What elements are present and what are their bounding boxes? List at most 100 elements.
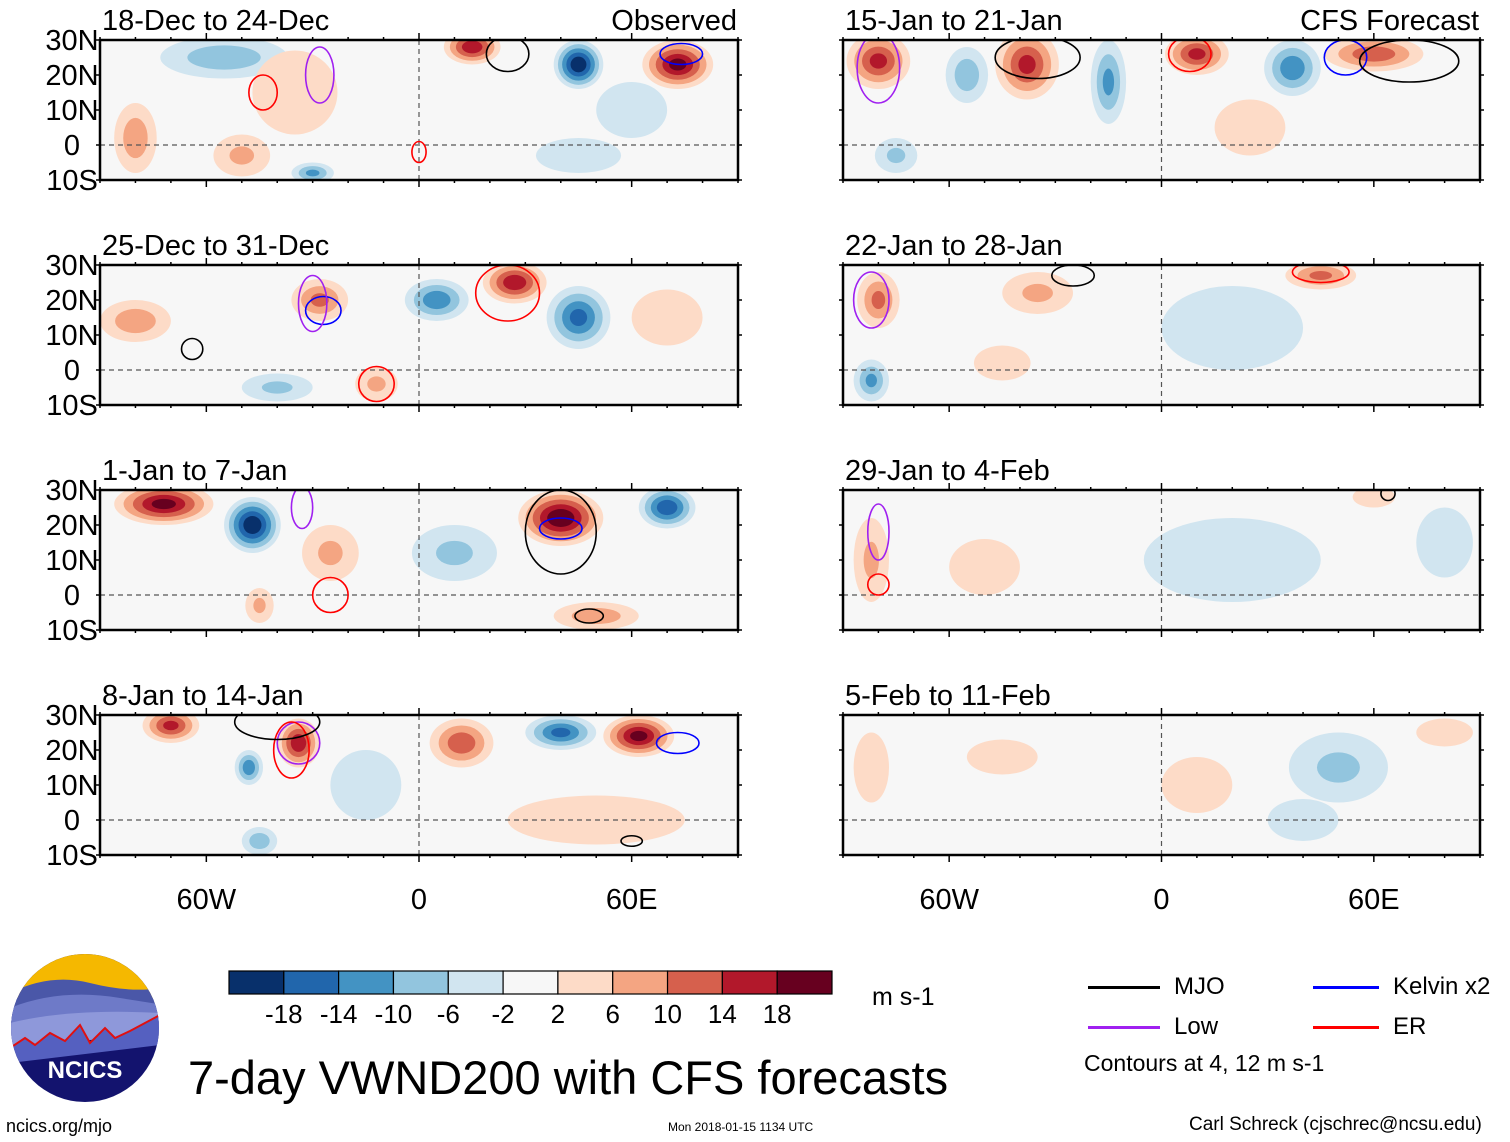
- legend-line-mjo: [1088, 985, 1160, 989]
- anomaly-blob: [886, 147, 906, 164]
- colorbar-tick-label: -2: [492, 999, 515, 1029]
- colorbar-tick-label: -10: [375, 999, 413, 1029]
- colorbar-units: m s-1: [872, 983, 935, 1011]
- anomaly-blob: [1102, 68, 1115, 96]
- lat-tick-label: 30N: [45, 700, 98, 732]
- legend-item-kelvin: Kelvin x2: [1313, 973, 1490, 1001]
- anomaly-blob: [249, 832, 270, 850]
- anomaly-blob: [1161, 286, 1304, 370]
- contour-er: [866, 573, 890, 596]
- contour-mjo: [233, 715, 321, 741]
- anomaly-blob: [422, 290, 451, 310]
- colorbar-swatch: [447, 970, 504, 995]
- panel-period-label: 22-Jan to 28-Jan: [845, 230, 1063, 262]
- legend-item-low: Low: [1088, 1013, 1218, 1041]
- anomaly-blob: [229, 146, 255, 165]
- lat-tick-label: 10N: [45, 95, 98, 127]
- legend-line-er: [1313, 1025, 1379, 1029]
- anomaly-blob: [253, 597, 266, 614]
- contour-low: [276, 721, 321, 765]
- anomaly-blob: [954, 58, 980, 92]
- contour-kelvin-x2: [538, 517, 583, 540]
- map-panel-p5: 15-Jan to 21-Jan CFS Forecast: [839, 5, 1484, 187]
- legend-item-er: ER: [1313, 1013, 1426, 1041]
- contour-low: [290, 490, 314, 530]
- colorbar-swatch: [721, 970, 778, 995]
- anomaly-blob: [1280, 55, 1305, 81]
- legend-label: Low: [1174, 1013, 1219, 1040]
- anomaly-blob: [569, 308, 588, 327]
- anomaly-field: [100, 715, 738, 855]
- anomaly-blob: [242, 759, 256, 776]
- author-credit: Carl Schreck (cjschrec@ncsu.edu): [1189, 1114, 1482, 1135]
- colorbar-tick-label: -14: [320, 999, 358, 1029]
- panel-source-label: CFS Forecast: [1300, 5, 1479, 37]
- legend-label: MJO: [1174, 973, 1225, 1000]
- contour-low: [856, 40, 901, 104]
- anomaly-blob: [1309, 271, 1333, 280]
- anomaly-blob: [252, 50, 338, 135]
- colorbar-swatch: [502, 970, 559, 995]
- contour-mjo: [1380, 490, 1396, 502]
- lat-tick-label: 20N: [45, 735, 98, 767]
- colorbar-tick-label: -18: [265, 999, 303, 1029]
- anomaly-blob: [261, 381, 293, 394]
- anomaly-blob: [570, 56, 587, 73]
- lon-tick-label: 0: [1153, 884, 1169, 916]
- panel-period-label: 25-Dec to 31-Dec: [102, 230, 329, 262]
- anomaly-field: [843, 40, 1480, 180]
- lon-tick-label: 60W: [919, 884, 979, 916]
- anomaly-blob: [631, 289, 703, 346]
- panel-period-label: 15-Jan to 21-Jan: [845, 5, 1063, 37]
- contour-er: [357, 365, 395, 403]
- anomaly-blob: [1161, 757, 1233, 813]
- legend-line-kelvin: [1313, 985, 1379, 989]
- anomaly-blob: [871, 291, 886, 309]
- anomaly-blob: [973, 345, 1031, 381]
- lat-tick-label: 10S: [46, 165, 98, 197]
- anomaly-blob: [853, 732, 890, 803]
- lat-tick-label: 10N: [45, 770, 98, 802]
- legend-label: ER: [1393, 1013, 1427, 1040]
- colorbar-tick-label: 10: [653, 999, 682, 1029]
- legend-item-mjo: MJO: [1088, 973, 1225, 1001]
- anomaly-blob: [243, 516, 262, 534]
- lat-tick-label: 20N: [45, 60, 98, 92]
- panel-period-label: 18-Dec to 24-Dec: [102, 5, 329, 37]
- anomaly-blob: [503, 274, 527, 291]
- contour-mjo: [1051, 265, 1096, 287]
- anomaly-blob: [436, 540, 473, 566]
- anomaly-blob: [966, 739, 1038, 775]
- anomaly-blob: [163, 720, 179, 731]
- lat-tick-label: 20N: [45, 510, 98, 542]
- colorbar-tick-label: 6: [605, 999, 619, 1029]
- colorbar-tick-label: -6: [437, 999, 460, 1029]
- lon-tick-label: 0: [411, 884, 427, 916]
- lon-tick-label: 60E: [606, 884, 658, 916]
- contour-er: [474, 265, 541, 322]
- lat-tick-label: 30N: [45, 25, 98, 57]
- anomaly-blob: [949, 539, 1020, 595]
- anomaly-blob: [1214, 99, 1286, 156]
- anomaly-blob: [1316, 752, 1360, 783]
- colorbar-swatch: [338, 970, 395, 995]
- panel-period-label: 8-Jan to 14-Jan: [102, 680, 304, 712]
- anomaly-blob: [535, 138, 622, 173]
- colorbar-swatch: [776, 970, 833, 995]
- contour-mjo: [620, 834, 644, 848]
- legend-line-low: [1088, 1025, 1160, 1029]
- contour-low: [304, 46, 335, 104]
- contour-mjo: [574, 608, 605, 624]
- panel-source-label: Observed: [611, 5, 737, 37]
- anomaly-blob: [1352, 46, 1396, 62]
- map-panel-p6: 22-Jan to 28-Jan: [839, 230, 1484, 412]
- figure-title: 7-day VWND200 with CFS forecasts: [188, 1051, 949, 1104]
- map-background: [843, 265, 1480, 405]
- lat-tick-label: 0: [64, 805, 80, 837]
- anomaly-blob: [1143, 518, 1321, 602]
- anomaly-blob: [1416, 507, 1473, 578]
- site-link[interactable]: ncics.org/mjo: [6, 1116, 113, 1136]
- lat-tick-label: 20N: [45, 285, 98, 317]
